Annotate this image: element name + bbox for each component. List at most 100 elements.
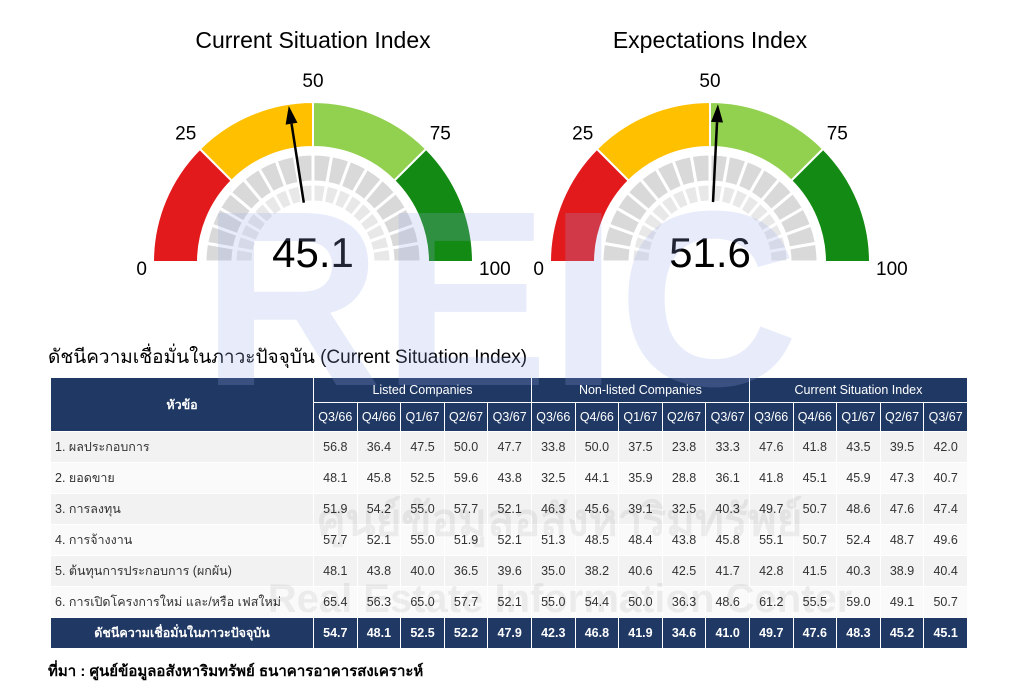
header-cell: หัวข้อ: [50, 377, 314, 432]
gauge-tick-label: 50: [302, 71, 323, 92]
cell: 43.8: [487, 462, 532, 494]
cell: 47.6: [879, 493, 925, 525]
gauge-segment: [694, 182, 712, 205]
group-header: Non-listed Companies: [530, 377, 750, 403]
total-cell: 45.2: [879, 617, 925, 649]
cell: 41.7: [705, 555, 750, 587]
cell: 38.2: [574, 555, 620, 587]
cell: 39.1: [618, 493, 663, 525]
total-cell: 49.7: [748, 617, 794, 649]
cell: 47.7: [487, 431, 532, 463]
cell: 23.8: [661, 431, 707, 463]
cell: 50.0: [574, 431, 620, 463]
row-label: 6. การเปิดโครงการใหม่ และ/หรือ เฟสใหม่: [50, 586, 314, 618]
cell: 51.9: [313, 493, 358, 525]
cell: 43.8: [356, 555, 402, 587]
total-cell: 47.6: [792, 617, 838, 649]
cell: 50.0: [618, 586, 663, 618]
gauge-segment: [787, 241, 820, 264]
cell: 54.2: [356, 493, 402, 525]
period-header: Q1/67: [836, 402, 881, 432]
cell: 55.1: [748, 524, 794, 556]
period-header: Q3/66: [530, 402, 576, 432]
cell: 42.0: [923, 431, 968, 463]
cell: 42.5: [661, 555, 707, 587]
cell: 35.9: [618, 462, 663, 494]
cell: 40.4: [923, 555, 968, 587]
cell: 33.3: [705, 431, 750, 463]
cell: 38.9: [879, 555, 925, 587]
total-cell: 41.0: [705, 617, 750, 649]
cell: 59.6: [443, 462, 489, 494]
cell: 45.1: [792, 462, 838, 494]
cell: 45.8: [356, 462, 402, 494]
period-header: Q1/67: [618, 402, 663, 432]
cell: 48.1: [313, 462, 358, 494]
cell: 36.3: [661, 586, 707, 618]
gauge-segment: [767, 246, 790, 264]
total-cell: 41.9: [618, 617, 663, 649]
cell: 46.3: [530, 493, 576, 525]
cell: 41.8: [748, 462, 794, 494]
cell: 51.9: [443, 524, 489, 556]
gauge-band: [789, 147, 872, 263]
gauge-needle: [711, 122, 719, 203]
total-cell: 46.8: [574, 617, 620, 649]
cell: 55.0: [530, 586, 576, 618]
cell: 61.2: [748, 586, 794, 618]
cell: 43.8: [661, 524, 707, 556]
cell: 52.5: [400, 462, 445, 494]
data-row: 6. การเปิดโครงการใหม่ และ/หรือ เฟสใหม่ 65…: [50, 586, 968, 618]
cell: 56.8: [313, 431, 358, 463]
gauge-tick-label: 0: [136, 259, 147, 280]
cell: 52.4: [836, 524, 881, 556]
group-header: Listed Companies: [313, 377, 532, 403]
row-label: 4. การจ้างงาน: [50, 524, 314, 556]
row-label: 1. ผลประกอบการ: [50, 431, 314, 463]
data-row: 5. ต้นทุนการประกอบการ (ผกผัน) 48.1 43.8 40.…: [50, 555, 968, 587]
gauge-band: [392, 147, 475, 263]
cell: 39.5: [879, 431, 925, 463]
cell: 47.3: [879, 462, 925, 494]
period-header: Q3/67: [487, 402, 532, 432]
cell: 48.7: [879, 524, 925, 556]
total-cell: 52.5: [400, 617, 445, 649]
cell: 41.5: [792, 555, 838, 587]
cell: 32.5: [530, 462, 576, 494]
cell: 47.4: [923, 493, 968, 525]
cell: 52.1: [487, 493, 532, 525]
total-cell: 45.1: [923, 617, 968, 649]
gauge-tick-label: 25: [572, 124, 593, 145]
cell: 48.6: [705, 586, 750, 618]
gauge-needle: [290, 123, 306, 203]
cell: 56.3: [356, 586, 402, 618]
cell: 43.5: [836, 431, 881, 463]
total-cell: 48.3: [836, 617, 881, 649]
cell: 49.1: [879, 586, 925, 618]
cell: 36.5: [443, 555, 489, 587]
cell: 55.5: [792, 586, 838, 618]
period-header: Q4/66: [574, 402, 620, 432]
cell: 40.0: [400, 555, 445, 587]
cell: 50.7: [792, 493, 838, 525]
period-header: Q3/66: [313, 402, 358, 432]
data-row: 4. การจ้างงาน 57.7 52.1 55.0 51.9 52.1 51.3 48.…: [50, 524, 968, 556]
cell: 44.1: [574, 462, 620, 494]
cell: 48.1: [313, 555, 358, 587]
header-row: Q3/66 Q4/66 Q1/67 Q2/67 Q3/67 Q3/66 Q4/66 Q1/67…: [51, 402, 968, 432]
cell: 48.4: [618, 524, 663, 556]
cell: 47.6: [748, 431, 794, 463]
row-label: 5. ต้นทุนการประกอบการ (ผกผัน): [50, 555, 314, 587]
period-header: Q3/67: [705, 402, 750, 432]
cell: 65.0: [400, 586, 445, 618]
row-label: 3. การลงทุน: [50, 493, 314, 525]
gauge-tick-label: 75: [827, 124, 848, 145]
total-cell: 48.1: [356, 617, 402, 649]
cell: 65.4: [313, 586, 358, 618]
cell: 36.1: [705, 462, 750, 494]
cell: 35.0: [530, 555, 576, 587]
gauge-value: 45.1: [272, 229, 354, 276]
cell: 55.0: [400, 493, 445, 525]
cell: 37.5: [618, 431, 663, 463]
